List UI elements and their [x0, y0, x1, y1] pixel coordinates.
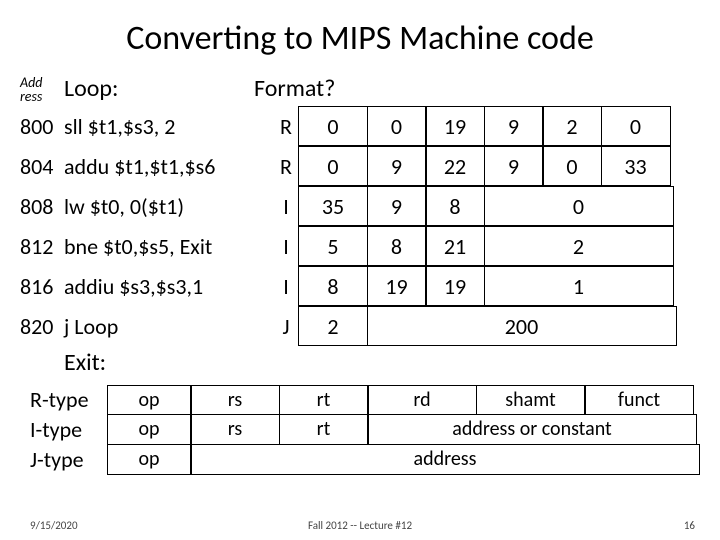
table-row: 812 bne $t0,$s5, Exit I 5 8 21 2 [20, 226, 700, 266]
header-labels: Address Loop: Format? [20, 74, 700, 104]
field-cell: 0 [367, 106, 427, 146]
fmt-cell: J [274, 306, 298, 346]
fmt-cell: I [274, 226, 298, 266]
field-cell: 2 [484, 226, 674, 266]
exit-label: Exit: [64, 348, 700, 377]
field-cell: 2 [298, 306, 368, 346]
format-type-table: R-type I-type J-type op rs rt rd shamt f… [20, 385, 700, 475]
type-cell: shamt [476, 385, 586, 415]
fmt-cell: I [274, 186, 298, 226]
field-cell: 8 [298, 266, 368, 306]
i-type-label: I-type [30, 415, 108, 445]
type-cell: rt [279, 414, 369, 446]
field-cell: 8 [367, 226, 427, 266]
format-label: Format? [254, 74, 335, 104]
field-cell: 35 [298, 186, 368, 226]
field-cell: 9 [367, 186, 427, 226]
addr-cell: 804 [20, 146, 64, 186]
field-cell: 5 [298, 226, 368, 266]
type-cell: rt [279, 385, 369, 415]
table-row: 808 lw $t0, 0($t1) I 35 9 8 0 [20, 186, 700, 226]
field-cell: 0 [484, 186, 674, 226]
fmt-cell: R [274, 106, 298, 146]
table-row: 800 sll $t1,$s3, 2 R 0 0 19 9 2 0 [20, 106, 700, 146]
loop-label: Loop: [64, 74, 254, 104]
field-cell: 0 [298, 146, 368, 186]
field-cell: 200 [367, 306, 677, 346]
field-cell: 22 [425, 146, 485, 186]
type-cell: rs [190, 414, 280, 446]
table-row: 816 addiu $s3,$s3,1 I 8 19 19 1 [20, 266, 700, 306]
field-cell: 0 [542, 146, 602, 186]
field-cell: 19 [425, 106, 485, 146]
field-cell: 19 [367, 266, 427, 306]
instr-cell: bne $t0,$s5, Exit [64, 226, 274, 266]
field-cell: 9 [484, 106, 544, 146]
type-cell: address [190, 444, 700, 476]
instr-cell: addiu $s3,$s3,1 [64, 266, 274, 306]
field-cell: 9 [484, 146, 544, 186]
field-cell: 0 [298, 106, 368, 146]
instruction-table: 800 sll $t1,$s3, 2 R 0 0 19 9 2 0 804 ad… [20, 106, 700, 346]
type-cell: funct [584, 385, 694, 415]
footer-lecture: Fall 2012 -- Lecture #12 [0, 519, 720, 532]
addr-cell: 820 [20, 306, 64, 346]
footer-page: 16 [684, 519, 695, 532]
field-cell: 19 [425, 266, 485, 306]
field-cell: 33 [601, 146, 671, 186]
j-type-label: J-type [30, 445, 108, 475]
type-cell: op [107, 385, 192, 415]
table-row: 820 j Loop J 2 200 [20, 306, 700, 346]
type-cell: address or constant [367, 414, 697, 446]
addr-cell: 800 [20, 106, 64, 146]
addr-cell: 808 [20, 186, 64, 226]
instr-cell: lw $t0, 0($t1) [64, 186, 274, 226]
field-cell: 1 [484, 266, 674, 306]
page-title: Converting to MIPS Machine code [20, 18, 700, 59]
type-cell: rd [367, 385, 477, 415]
field-cell: 21 [425, 226, 485, 266]
field-cell: 0 [601, 106, 671, 146]
table-row: 804 addu $t1,$t1,$s6 R 0 9 22 9 0 33 [20, 146, 700, 186]
address-label: Address [20, 74, 64, 104]
type-cell: op [107, 414, 192, 446]
fmt-cell: R [274, 146, 298, 186]
instr-cell: sll $t1,$s3, 2 [64, 106, 274, 146]
field-cell: 8 [425, 186, 485, 226]
r-type-label: R-type [30, 385, 108, 415]
type-cell: op [107, 444, 192, 476]
fmt-cell: I [274, 266, 298, 306]
instr-cell: j Loop [64, 306, 274, 346]
field-cell: 2 [542, 106, 602, 146]
type-cell: rs [190, 385, 280, 415]
field-cell: 9 [367, 146, 427, 186]
instr-cell: addu $t1,$t1,$s6 [64, 146, 274, 186]
addr-cell: 816 [20, 266, 64, 306]
addr-cell: 812 [20, 226, 64, 266]
